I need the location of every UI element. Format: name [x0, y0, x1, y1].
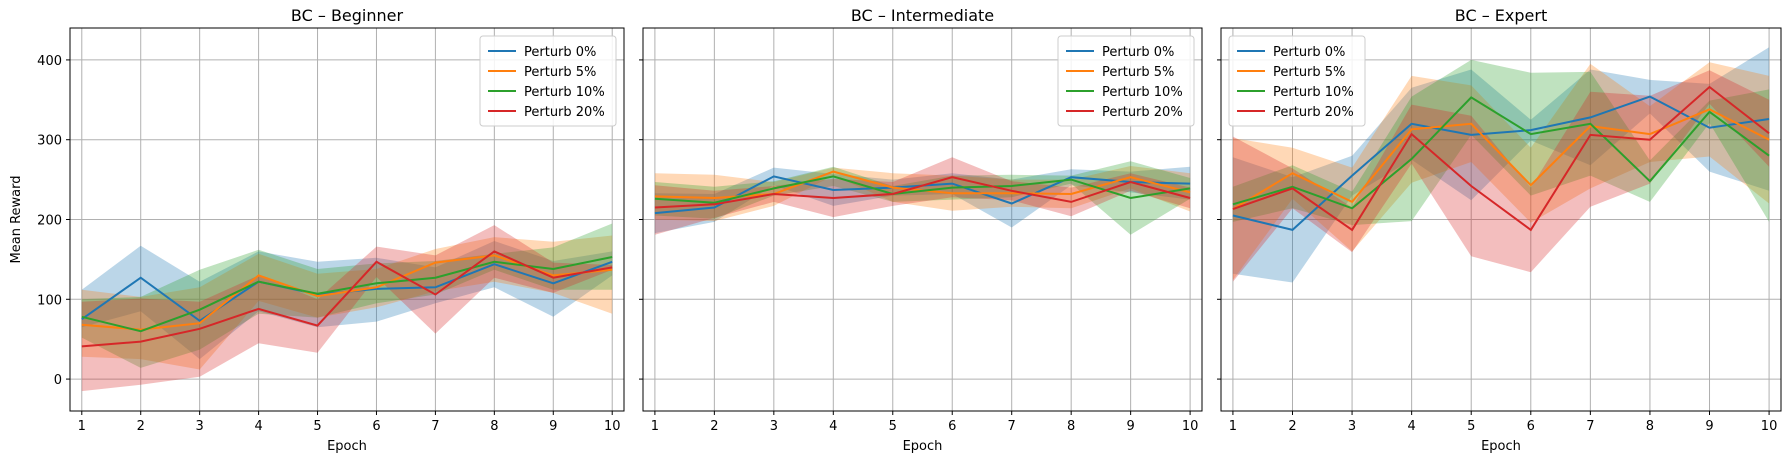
y-tick-label: 100	[37, 293, 62, 308]
x-tick-label: 4	[1407, 419, 1415, 434]
line-series-4	[1232, 85, 1770, 232]
chart-title: BC – Intermediate	[851, 6, 994, 25]
x-tick-label: 4	[254, 419, 262, 434]
band-series-4	[654, 157, 1191, 235]
x-tick-label: 7	[431, 419, 439, 434]
legend-label: Perturb 20%	[1102, 105, 1183, 120]
x-tick-label: 9	[549, 419, 557, 434]
x-tick-label: 8	[1067, 419, 1075, 434]
legend: Perturb 0% Perturb 5% Perturb 10% Perturb 2…	[1057, 35, 1195, 127]
y-tick-label: 400	[37, 54, 62, 69]
legend: Perturb 0% Perturb 5% Perturb 10% Perturb 2…	[479, 35, 617, 127]
x-tick-label: 5	[889, 419, 897, 434]
x-tick-label: 10	[604, 419, 621, 434]
legend-label: Perturb 10%	[524, 85, 605, 100]
x-tick-label: 6	[1527, 419, 1535, 434]
x-tick-label: 8	[490, 419, 498, 434]
x-tick-label: 9	[1126, 419, 1134, 434]
legend-label: Perturb 10%	[1102, 85, 1183, 100]
line-series-4	[81, 250, 613, 348]
y-tick-label: 0	[54, 373, 62, 388]
band-series-1	[1232, 47, 1770, 283]
x-tick-label: 2	[710, 419, 718, 434]
x-tick-label: 10	[1182, 419, 1199, 434]
x-tick-label: 6	[372, 419, 380, 434]
band-series-2	[1232, 62, 1770, 281]
x-axis-label: Epoch	[903, 439, 943, 454]
x-tick-label: 7	[1008, 419, 1016, 434]
x-tick-label: 9	[1705, 419, 1713, 434]
legend-label: Perturb 20%	[524, 105, 605, 120]
x-tick-label: 1	[1229, 419, 1237, 434]
legend-label: Perturb 5%	[1273, 65, 1345, 80]
x-tick-label: 2	[1288, 419, 1296, 434]
chart-title: BC – Expert	[1455, 6, 1547, 25]
band-series-4	[1232, 70, 1770, 282]
legend-label: Perturb 5%	[1102, 65, 1174, 80]
x-tick-label: 8	[1646, 419, 1654, 434]
x-tick-label: 6	[948, 419, 956, 434]
chart-panel-2: 1 2 3 4 5 6 7 8 9 10 BC – Intermediate Epoch Perturb…	[639, 6, 1203, 454]
legend-label: Perturb 5%	[524, 65, 596, 80]
y-tick-label: 300	[37, 134, 62, 149]
legend: Perturb 0% Perturb 5% Perturb 10% Perturb 2…	[1228, 35, 1366, 127]
legend-box	[479, 35, 617, 127]
legend-label: Perturb 0%	[1273, 45, 1345, 60]
legend-label: Perturb 0%	[524, 45, 596, 60]
x-tick-label: 4	[829, 419, 837, 434]
y-axis-label: Mean Reward	[9, 176, 24, 264]
x-tick-label: 1	[651, 419, 659, 434]
chart-title: BC – Beginner	[291, 6, 404, 25]
x-tick-label: 7	[1586, 419, 1594, 434]
line-series-2	[1232, 108, 1770, 210]
legend-box	[1228, 35, 1366, 127]
x-tick-label: 3	[196, 419, 204, 434]
x-axis-label: Epoch	[327, 439, 367, 454]
legend-label: Perturb 20%	[1273, 105, 1354, 120]
legend-box	[1057, 35, 1195, 127]
legend-label: Perturb 10%	[1273, 85, 1354, 100]
x-tick-label: 10	[1761, 419, 1778, 434]
line-series-3	[1232, 96, 1770, 210]
x-tick-label: 3	[770, 419, 778, 434]
x-axis-label: Epoch	[1481, 439, 1521, 454]
x-tick-label: 3	[1348, 419, 1356, 434]
band-series-4	[81, 225, 613, 392]
x-tick-label: 5	[313, 419, 321, 434]
x-tick-label: 5	[1467, 419, 1475, 434]
band-series-3	[81, 223, 613, 368]
x-tick-label: 2	[137, 419, 145, 434]
line-series-4	[654, 176, 1191, 209]
y-tick-label: 200	[37, 214, 62, 229]
x-tick-label: 1	[78, 419, 86, 434]
legend-label: Perturb 0%	[1102, 45, 1174, 60]
line-series-3	[654, 175, 1191, 204]
